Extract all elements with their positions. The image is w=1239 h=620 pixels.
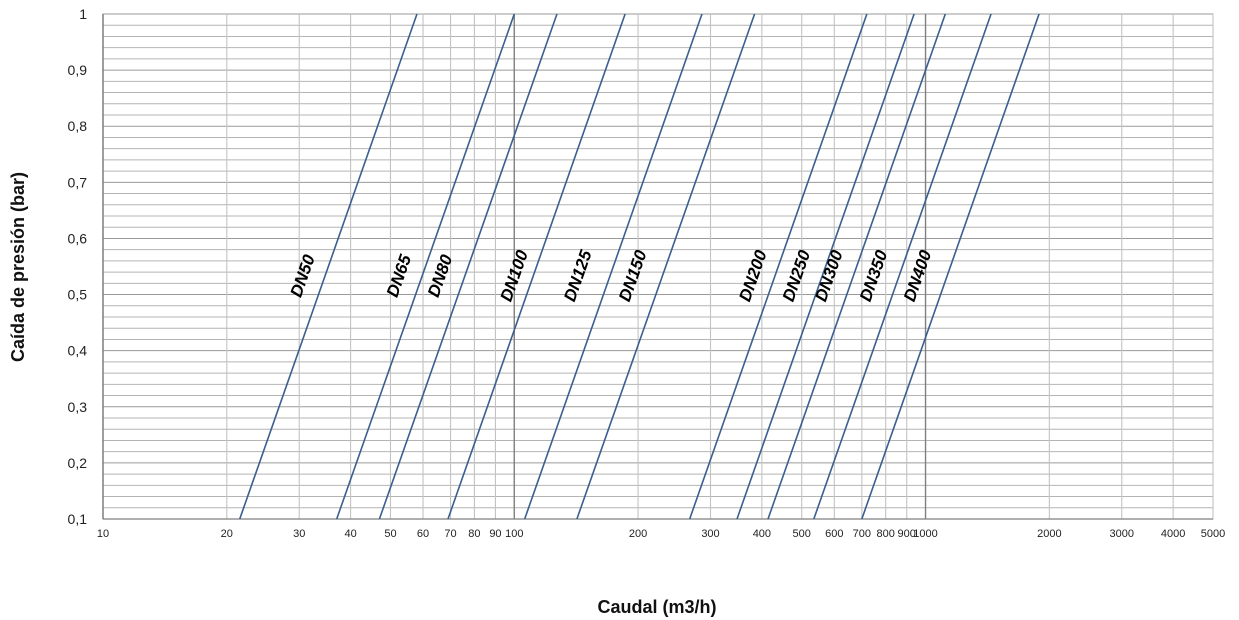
series-line-dn125	[523, 13, 703, 520]
y-axis-title: Caída de presión (bar)	[8, 172, 28, 362]
x-tick-label: 800	[877, 528, 895, 540]
y-tick-label: 0,5	[68, 287, 88, 303]
y-tick-label: 0,7	[68, 174, 88, 190]
y-axis-tick-labels: 0,1 0,2 0,3 0,4 0,5 0,6 0,7 0,8 0,9 1	[68, 6, 88, 527]
series-line-dn80	[378, 13, 558, 520]
y-tick-label: 1	[79, 6, 87, 22]
x-tick-label: 60	[417, 528, 429, 540]
x-tick-label: 100	[505, 528, 523, 540]
x-tick-label: 600	[825, 528, 843, 540]
x-axis-title: Caudal (m3/h)	[597, 597, 716, 617]
x-tick-label: 80	[468, 528, 480, 540]
x-tick-label: 3000	[1110, 528, 1134, 540]
x-tick-label: 400	[753, 528, 771, 540]
series-line-dn65	[335, 13, 516, 520]
x-tick-label: 50	[384, 528, 396, 540]
series-line-dn50	[238, 13, 418, 520]
series-line-dn250	[736, 13, 915, 520]
series-line-dn300	[767, 13, 947, 520]
series-line-dn200	[688, 13, 868, 520]
plot-area	[102, 13, 1214, 520]
x-axis-tick-labels: 10 20 30 40 50 60 70 80 90 100 200 300 400 500 600 700 8…	[97, 528, 1225, 540]
x-tick-label: 300	[701, 528, 719, 540]
x-tick-label: 1000	[913, 528, 937, 540]
x-tick-label: 700	[853, 528, 871, 540]
y-tick-label: 0,4	[68, 343, 88, 359]
y-tick-label: 0,9	[68, 62, 88, 78]
x-tick-label: 70	[444, 528, 456, 540]
y-tick-label: 0,1	[68, 511, 88, 527]
x-tick-label: 200	[629, 528, 647, 540]
x-tick-label: 4000	[1161, 528, 1185, 540]
series-line-dn350	[813, 13, 992, 520]
x-tick-label: 90	[489, 528, 501, 540]
x-tick-label: 30	[293, 528, 305, 540]
chart-grid	[102, 13, 1214, 520]
x-tick-label: 5000	[1201, 528, 1225, 540]
series-line-dn400	[861, 13, 1040, 520]
x-tick-label: 10	[97, 528, 109, 540]
x-tick-label: 900	[898, 528, 916, 540]
y-tick-label: 0,3	[68, 399, 88, 415]
y-tick-label: 0,8	[68, 118, 88, 134]
series-line-dn150	[576, 13, 756, 520]
x-tick-label: 2000	[1037, 528, 1061, 540]
x-tick-label: 500	[793, 528, 811, 540]
x-tick-label: 40	[344, 528, 356, 540]
y-tick-label: 0,6	[68, 230, 88, 246]
x-tick-label: 20	[221, 528, 233, 540]
chart-major-gridlines	[102, 14, 1213, 520]
series-line-dn100	[447, 13, 626, 520]
y-tick-label: 0,2	[68, 455, 88, 471]
